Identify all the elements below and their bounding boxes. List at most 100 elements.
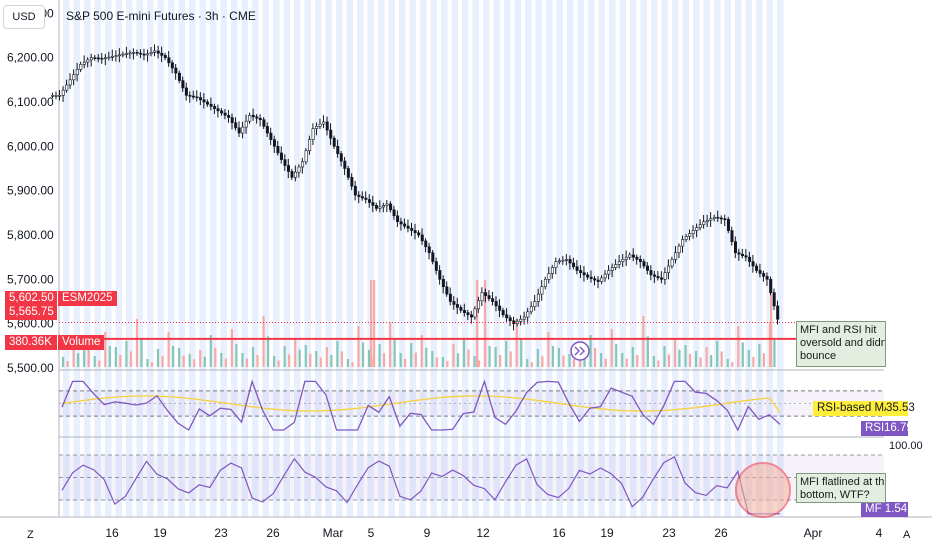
volume-bar	[431, 351, 434, 367]
candle-body	[698, 224, 702, 228]
volume-bar	[636, 355, 639, 367]
volume-bar	[462, 338, 466, 367]
candle-body	[776, 305, 780, 320]
highlight-circle	[735, 462, 791, 518]
volume-bar	[699, 357, 702, 367]
volume-bar	[266, 336, 270, 367]
candle-body	[392, 209, 396, 217]
candle-body	[315, 126, 319, 129]
currency-selector[interactable]: USD	[3, 5, 45, 29]
candle-body	[255, 116, 259, 119]
volume-bar	[773, 340, 776, 367]
session-band	[661, 0, 668, 517]
candle-body	[332, 137, 336, 147]
candle-body	[462, 310, 466, 313]
volume-bar	[551, 346, 554, 367]
timezone-icon[interactable]: Z	[27, 529, 34, 541]
candle-body	[322, 121, 326, 125]
candle-body	[378, 206, 382, 209]
candle-body	[603, 273, 607, 279]
candle-body	[719, 217, 723, 220]
replay-icon-chevrons	[574, 346, 585, 356]
candle-body	[769, 279, 773, 293]
volume-bar	[193, 359, 196, 367]
time-tick-label: 23	[662, 526, 676, 540]
candle-body	[617, 261, 621, 265]
candle-body	[466, 312, 470, 316]
candle-body	[160, 52, 164, 56]
volume-bar	[256, 355, 259, 367]
price-tick-label: 5,500.00	[7, 361, 54, 375]
candle-body	[762, 273, 766, 277]
mfi-line	[61, 455, 780, 515]
volume-bar	[456, 353, 460, 367]
auto-scale-button[interactable]: A	[903, 529, 911, 541]
volume-bar	[568, 354, 571, 367]
volume-bar	[663, 346, 666, 367]
session-band	[115, 0, 122, 517]
volume-bar	[150, 362, 154, 367]
time-tick-label: Apr	[804, 526, 823, 540]
candle-body	[206, 101, 210, 105]
candle-body	[565, 259, 569, 261]
volume-bar	[140, 338, 143, 367]
candle-body	[286, 165, 290, 172]
volume-bar	[673, 338, 677, 367]
candle-body	[301, 161, 305, 168]
volume-bar	[319, 357, 322, 367]
candle-body	[477, 300, 481, 310]
candle-body	[100, 57, 104, 60]
session-band	[451, 0, 458, 517]
candle-body	[213, 106, 217, 109]
candle-body	[75, 69, 79, 75]
candle-body	[758, 270, 762, 274]
candle-body	[399, 221, 403, 225]
volume-bar	[114, 347, 117, 367]
candle-body	[86, 59, 90, 63]
replay-icon-circle	[570, 341, 590, 361]
candle-body	[385, 203, 389, 206]
candle-body	[241, 126, 245, 134]
volume-bar	[621, 353, 624, 367]
volume-bar	[594, 347, 597, 367]
volume-bar	[467, 349, 470, 367]
session-band	[777, 0, 784, 517]
session-band	[724, 0, 731, 517]
session-band	[126, 0, 133, 517]
candle-body	[156, 50, 160, 54]
candle-body	[389, 203, 393, 211]
candle-body	[146, 53, 150, 56]
candle-body	[748, 256, 752, 262]
time-tick-label: 5	[368, 526, 375, 540]
candle-body	[336, 146, 340, 155]
volume-bar	[119, 355, 122, 367]
session-band	[283, 0, 290, 517]
candle-body	[258, 117, 262, 121]
rsi-value-tag: 16.79	[884, 421, 913, 436]
volume-bar	[530, 362, 533, 367]
time-tick-label: 4	[876, 526, 883, 540]
candle-body	[132, 52, 136, 54]
session-band	[441, 0, 448, 517]
session-band	[472, 0, 479, 517]
session-band	[189, 0, 196, 517]
volume-bar	[520, 338, 523, 367]
candle-body	[142, 53, 146, 56]
volume-bar	[731, 362, 734, 367]
candle-body	[540, 286, 544, 295]
volume-bar	[625, 358, 628, 367]
volume-spike	[476, 280, 479, 367]
candle-body	[494, 301, 498, 307]
candle-body	[195, 96, 199, 99]
candle-body	[621, 259, 625, 262]
candle-body	[163, 55, 167, 58]
volume-bar	[488, 346, 491, 367]
volume-bar	[667, 354, 671, 367]
candle-body	[272, 139, 276, 147]
candle-body	[251, 114, 255, 118]
session-band	[136, 0, 143, 517]
volume-bar	[330, 355, 333, 367]
candle-body	[297, 166, 301, 173]
volume-bar	[383, 353, 386, 367]
